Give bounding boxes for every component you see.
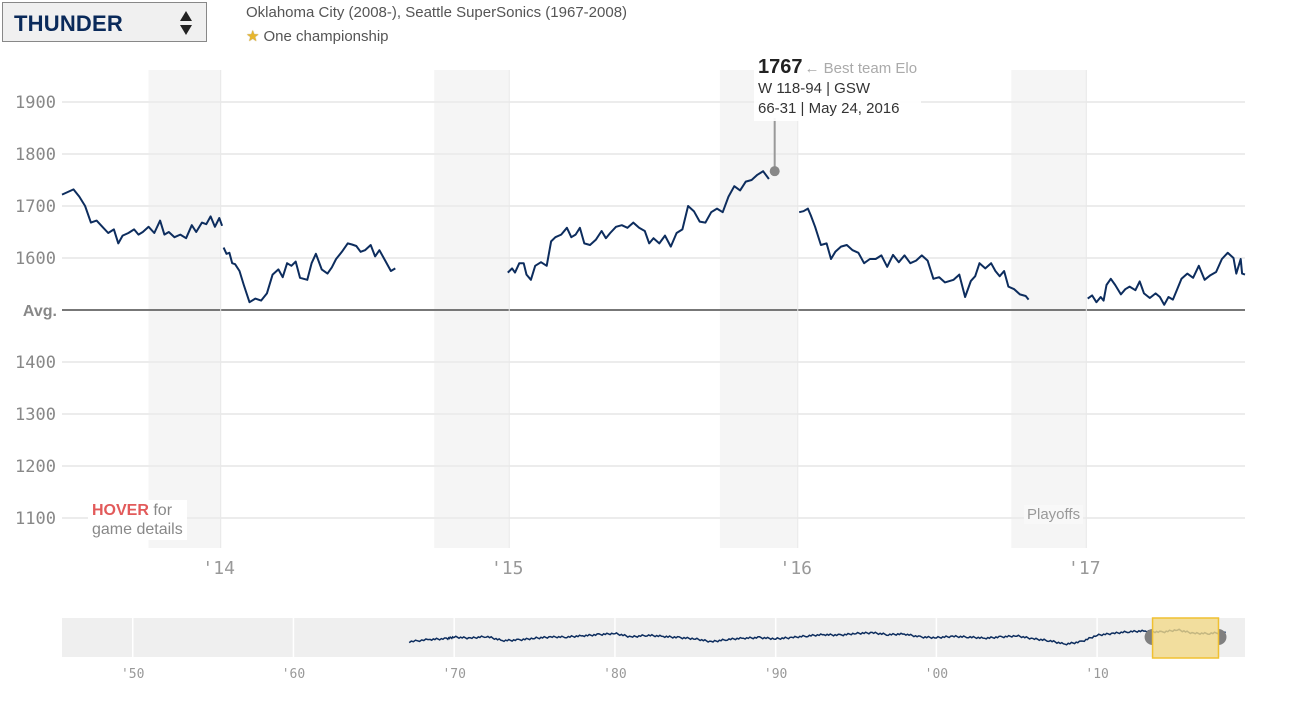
minimap-tick-label: '10	[1085, 667, 1108, 682]
championships: ★ One championship	[246, 27, 389, 45]
season-elo-line[interactable]	[798, 207, 1030, 301]
x-axis: '14 '15 '16 '17	[202, 558, 1100, 579]
x-tick-label: '17	[1068, 558, 1101, 579]
y-tick-label: 1200	[15, 457, 56, 477]
season-divider-lines	[220, 70, 1087, 548]
tooltip-annotation: ← Best team Elo	[804, 60, 918, 77]
brush-handle-left[interactable]	[1144, 629, 1153, 645]
season-elo-line[interactable]	[222, 242, 396, 304]
minimap-tick-label: '70	[442, 667, 465, 682]
championships-label: One championship	[263, 28, 389, 45]
game-tooltip: 1767 ← Best team Elo W 118-94 | GSW 66-31…	[754, 54, 922, 121]
minimap-background[interactable]	[62, 618, 1245, 657]
team-select[interactable]: THUNDER	[2, 2, 207, 42]
minimap-tick-label: '00	[925, 667, 948, 682]
playoffs-label: Playoffs	[1024, 505, 1084, 524]
avg-label: Avg.	[23, 303, 57, 320]
hover-hint-for: for	[153, 502, 173, 519]
hover-hint-details: game details	[92, 521, 183, 538]
tooltip-record-date: 66-31 | May 24, 2016	[758, 100, 900, 117]
star-icon: ★	[246, 28, 260, 45]
x-tick-label: '14	[202, 558, 235, 579]
minimap-elo-line	[408, 628, 1226, 646]
y-axis: 1900 1800 1700 1600 Avg. 1400 1300 1200 1100	[15, 93, 57, 529]
hover-hint-highlight: HOVER	[92, 502, 149, 519]
overview-minimap: '50 '60 '70 '80 '90 '00 '10	[62, 617, 1245, 682]
highlight-marker	[769, 118, 780, 177]
x-tick-label: '15	[491, 558, 524, 579]
y-tick-label: 1700	[15, 197, 56, 217]
x-tick-label: '16	[780, 558, 813, 579]
minimap-tick-label: '50	[121, 667, 144, 682]
y-tick-label: 1900	[15, 93, 56, 113]
minimap-tick-label: '80	[603, 667, 626, 682]
minimap-brush[interactable]	[1151, 617, 1220, 659]
season-elo-line[interactable]	[507, 170, 770, 281]
y-tick-label: 1400	[15, 353, 56, 373]
franchise-history: Oklahoma City (2008-), Seattle SuperSoni…	[246, 4, 628, 21]
brush-handle-right[interactable]	[1218, 629, 1227, 645]
y-tick-label: 1100	[15, 509, 56, 529]
minimap-tick-label: '90	[764, 667, 787, 682]
hover-hint: HOVER for game details	[88, 500, 187, 540]
y-tick-label: 1600	[15, 249, 56, 269]
tooltip-result: W 118-94 | GSW	[758, 80, 870, 97]
season-elo-line[interactable]	[1087, 251, 1246, 306]
y-tick-label: 1300	[15, 405, 56, 425]
team-select-value: THUNDER	[14, 11, 123, 36]
minimap-tick-label: '60	[282, 667, 305, 682]
up-down-arrows-icon	[180, 11, 192, 35]
elo-series	[61, 170, 1246, 306]
season-elo-line[interactable]	[61, 188, 224, 245]
tooltip-elo: 1767	[758, 56, 803, 78]
y-tick-label: 1800	[15, 145, 56, 165]
gridlines	[62, 101, 1245, 519]
highlight-point[interactable]	[769, 166, 780, 177]
